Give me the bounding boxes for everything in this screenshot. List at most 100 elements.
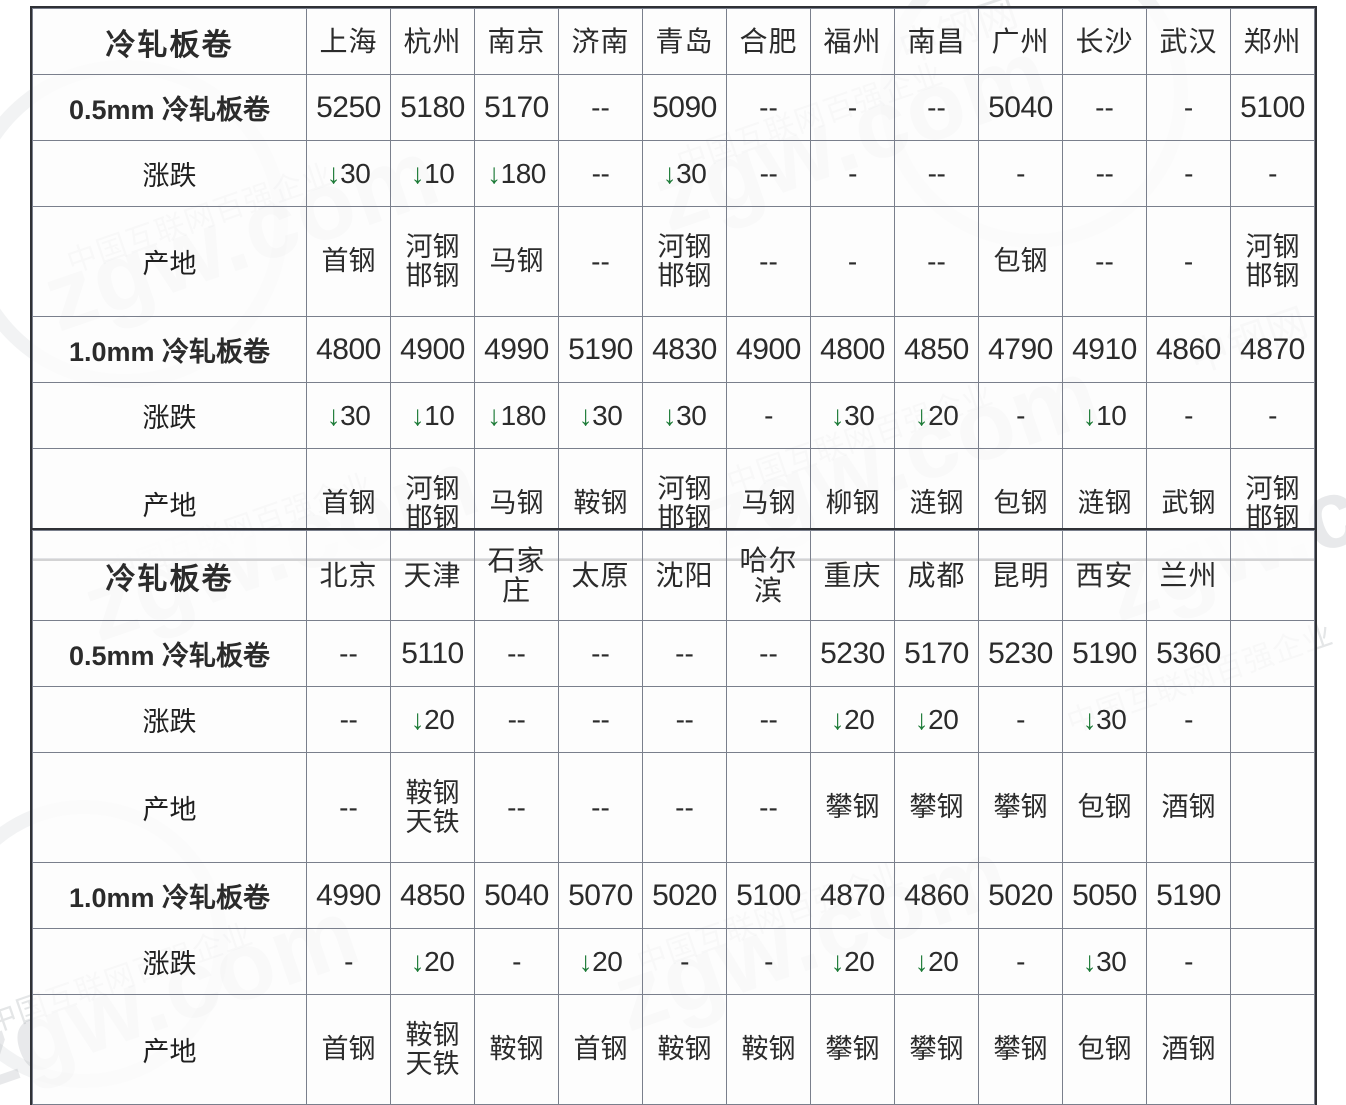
row-label-t05_change: 涨跌 [32, 140, 307, 207]
cell-t2_10_price-10: 5190 [1146, 862, 1231, 929]
arrow-down-icon: ↓ [487, 399, 501, 431]
arrow-down-icon: ↓ [914, 703, 929, 735]
cell-t10_change-4: ↓30 [642, 382, 727, 449]
cell-t05_origin-4: 河钢 邯钢 [642, 206, 727, 317]
cell-t2_10_change-8: - [978, 928, 1063, 995]
arrow-down-icon: ↓ [410, 703, 425, 735]
cell-t10_change-11: - [1230, 382, 1315, 449]
cell-t2_10_origin-7: 攀钢 [894, 994, 979, 1105]
cell-t2_05_origin-0: -- [306, 752, 391, 863]
column-header-table2-6: 重庆 [810, 530, 895, 621]
row-label-t10_change: 涨跌 [32, 382, 307, 449]
brand-cell: 冷轧板卷 [32, 530, 307, 621]
arrow-down-icon: ↓ [1082, 399, 1097, 431]
cell-t05_price-5: -- [726, 74, 811, 141]
cell-t2_10_price-9: 5050 [1062, 862, 1147, 929]
arrow-down-icon: ↓ [662, 157, 677, 189]
table-row: 0.5mm 冷轧板卷 -- 5110 -- -- -- -- 5230 5170 5230 5190… [32, 620, 1315, 687]
cell-t2_05_change-5: -- [726, 686, 811, 753]
cell-t2_05_price-2: -- [474, 620, 559, 687]
cell-t2_10_price-6: 4870 [810, 862, 895, 929]
cell-t2_10_change-7: ↓20 [894, 928, 979, 995]
cell-t2_10_price-2: 5040 [474, 862, 559, 929]
cell-t05_change-1: ↓10 [390, 140, 475, 207]
cell-t2_10_change-10: - [1146, 928, 1231, 995]
arrow-down-icon: ↓ [410, 157, 425, 189]
cell-t10_change-10: - [1146, 382, 1231, 449]
cell-t2_10_price-5: 5100 [726, 862, 811, 929]
cell-t05_origin-2: 马钢 [474, 206, 559, 317]
column-header-table2-5: 哈尔滨 [726, 530, 811, 621]
column-header-table2-0: 北京 [306, 530, 391, 621]
cell-t10_price-2: 4990 [474, 316, 559, 383]
cell-t05_price-4: 5090 [642, 74, 727, 141]
arrow-down-icon: ↓ [830, 945, 845, 977]
cell-t2_05_price-3: -- [558, 620, 643, 687]
cell-empty [1230, 928, 1315, 995]
cell-t2_05_change-4: -- [642, 686, 727, 753]
column-header-table2-9: 西安 [1062, 530, 1147, 621]
column-header-table2-10: 兰州 [1146, 530, 1231, 621]
cell-t2_05_change-3: -- [558, 686, 643, 753]
cell-t10_price-5: 4900 [726, 316, 811, 383]
arrow-down-icon: ↓ [326, 157, 341, 189]
cell-t05_origin-10: - [1146, 206, 1231, 317]
cell-t10_change-7: ↓20 [894, 382, 979, 449]
cell-t05_change-3: -- [558, 140, 643, 207]
row-label-t05_price: 0.5mm 冷轧板卷 [32, 74, 307, 141]
column-header-table2-1: 天津 [390, 530, 475, 621]
cell-t05_change-0: ↓30 [306, 140, 391, 207]
cell-t2_10_origin-3: 首钢 [558, 994, 643, 1105]
cell-t05_origin-1: 河钢 邯钢 [390, 206, 475, 317]
cell-t2_05_origin-1: 鞍钢 天铁 [390, 752, 475, 863]
cell-t2_10_price-1: 4850 [390, 862, 475, 929]
cell-t10_price-11: 4870 [1230, 316, 1315, 383]
cell-t2_10_origin-2: 鞍钢 [474, 994, 559, 1105]
cell-t2_05_price-4: -- [642, 620, 727, 687]
cell-t10_change-6: ↓30 [810, 382, 895, 449]
column-header-table2-4: 沈阳 [642, 530, 727, 621]
arrow-down-icon: ↓ [410, 399, 425, 431]
cell-empty [1230, 620, 1315, 687]
cell-t2_05_origin-4: -- [642, 752, 727, 863]
cell-t10_change-2: ↓180 [474, 382, 559, 449]
cell-t2_05_change-8: - [978, 686, 1063, 753]
table-row: 涨跌 ↓30 ↓10 ↓180 ↓30 ↓30- ↓30 ↓20- ↓10- - [32, 382, 1315, 449]
table-row: 产地 首钢 河钢 邯钢 马钢 -- 河钢 邯钢 -- - -- 包钢 -- - 河钢 邯钢 [32, 206, 1315, 317]
table-row: 涨跌 - ↓20- ↓20- - ↓20 ↓20- ↓30- [32, 928, 1315, 995]
cell-t2_10_change-6: ↓20 [810, 928, 895, 995]
column-header-table1-10: 武汉 [1146, 8, 1231, 75]
table-row: 1.0mm 冷轧板卷 4800 4900 4990 5190 4830 4900 4800 48… [32, 316, 1315, 383]
cell-t2_05_change-7: ↓20 [894, 686, 979, 753]
table-row: 0.5mm 冷轧板卷 5250 5180 5170 -- 5090 -- - -- 5040 -- -… [32, 74, 1315, 141]
column-header-table2-2: 石家庄 [474, 530, 559, 621]
arrow-down-icon: ↓ [487, 157, 501, 189]
cell-t05_origin-0: 首钢 [306, 206, 391, 317]
arrow-down-icon: ↓ [1082, 703, 1097, 735]
column-header-empty [1230, 530, 1315, 621]
cell-t2_10_origin-1: 鞍钢 天铁 [390, 994, 475, 1105]
cell-t05_origin-9: -- [1062, 206, 1147, 317]
cell-t2_10_change-2: - [474, 928, 559, 995]
cell-empty [1230, 862, 1315, 929]
cell-t2_05_origin-8: 攀钢 [978, 752, 1063, 863]
cell-t2_10_origin-6: 攀钢 [810, 994, 895, 1105]
cell-t05_price-6: - [810, 74, 895, 141]
cell-t2_05_price-1: 5110 [390, 620, 475, 687]
cell-t05_price-1: 5180 [390, 74, 475, 141]
cell-t2_10_origin-8: 攀钢 [978, 994, 1063, 1105]
cell-t10_price-1: 4900 [390, 316, 475, 383]
cell-t2_05_price-6: 5230 [810, 620, 895, 687]
cell-t10_price-10: 4860 [1146, 316, 1231, 383]
cell-t05_change-10: - [1146, 140, 1231, 207]
arrow-down-icon: ↓ [410, 945, 425, 977]
cell-t2_10_price-7: 4860 [894, 862, 979, 929]
cell-t2_05_origin-5: -- [726, 752, 811, 863]
cell-empty [1230, 686, 1315, 753]
arrow-down-icon: ↓ [914, 945, 929, 977]
cell-t2_05_origin-9: 包钢 [1062, 752, 1147, 863]
row-label-t2_05_change: 涨跌 [32, 686, 307, 753]
cell-t10_price-9: 4910 [1062, 316, 1147, 383]
cell-t2_05_change-1: ↓20 [390, 686, 475, 753]
cell-t05_origin-8: 包钢 [978, 206, 1063, 317]
